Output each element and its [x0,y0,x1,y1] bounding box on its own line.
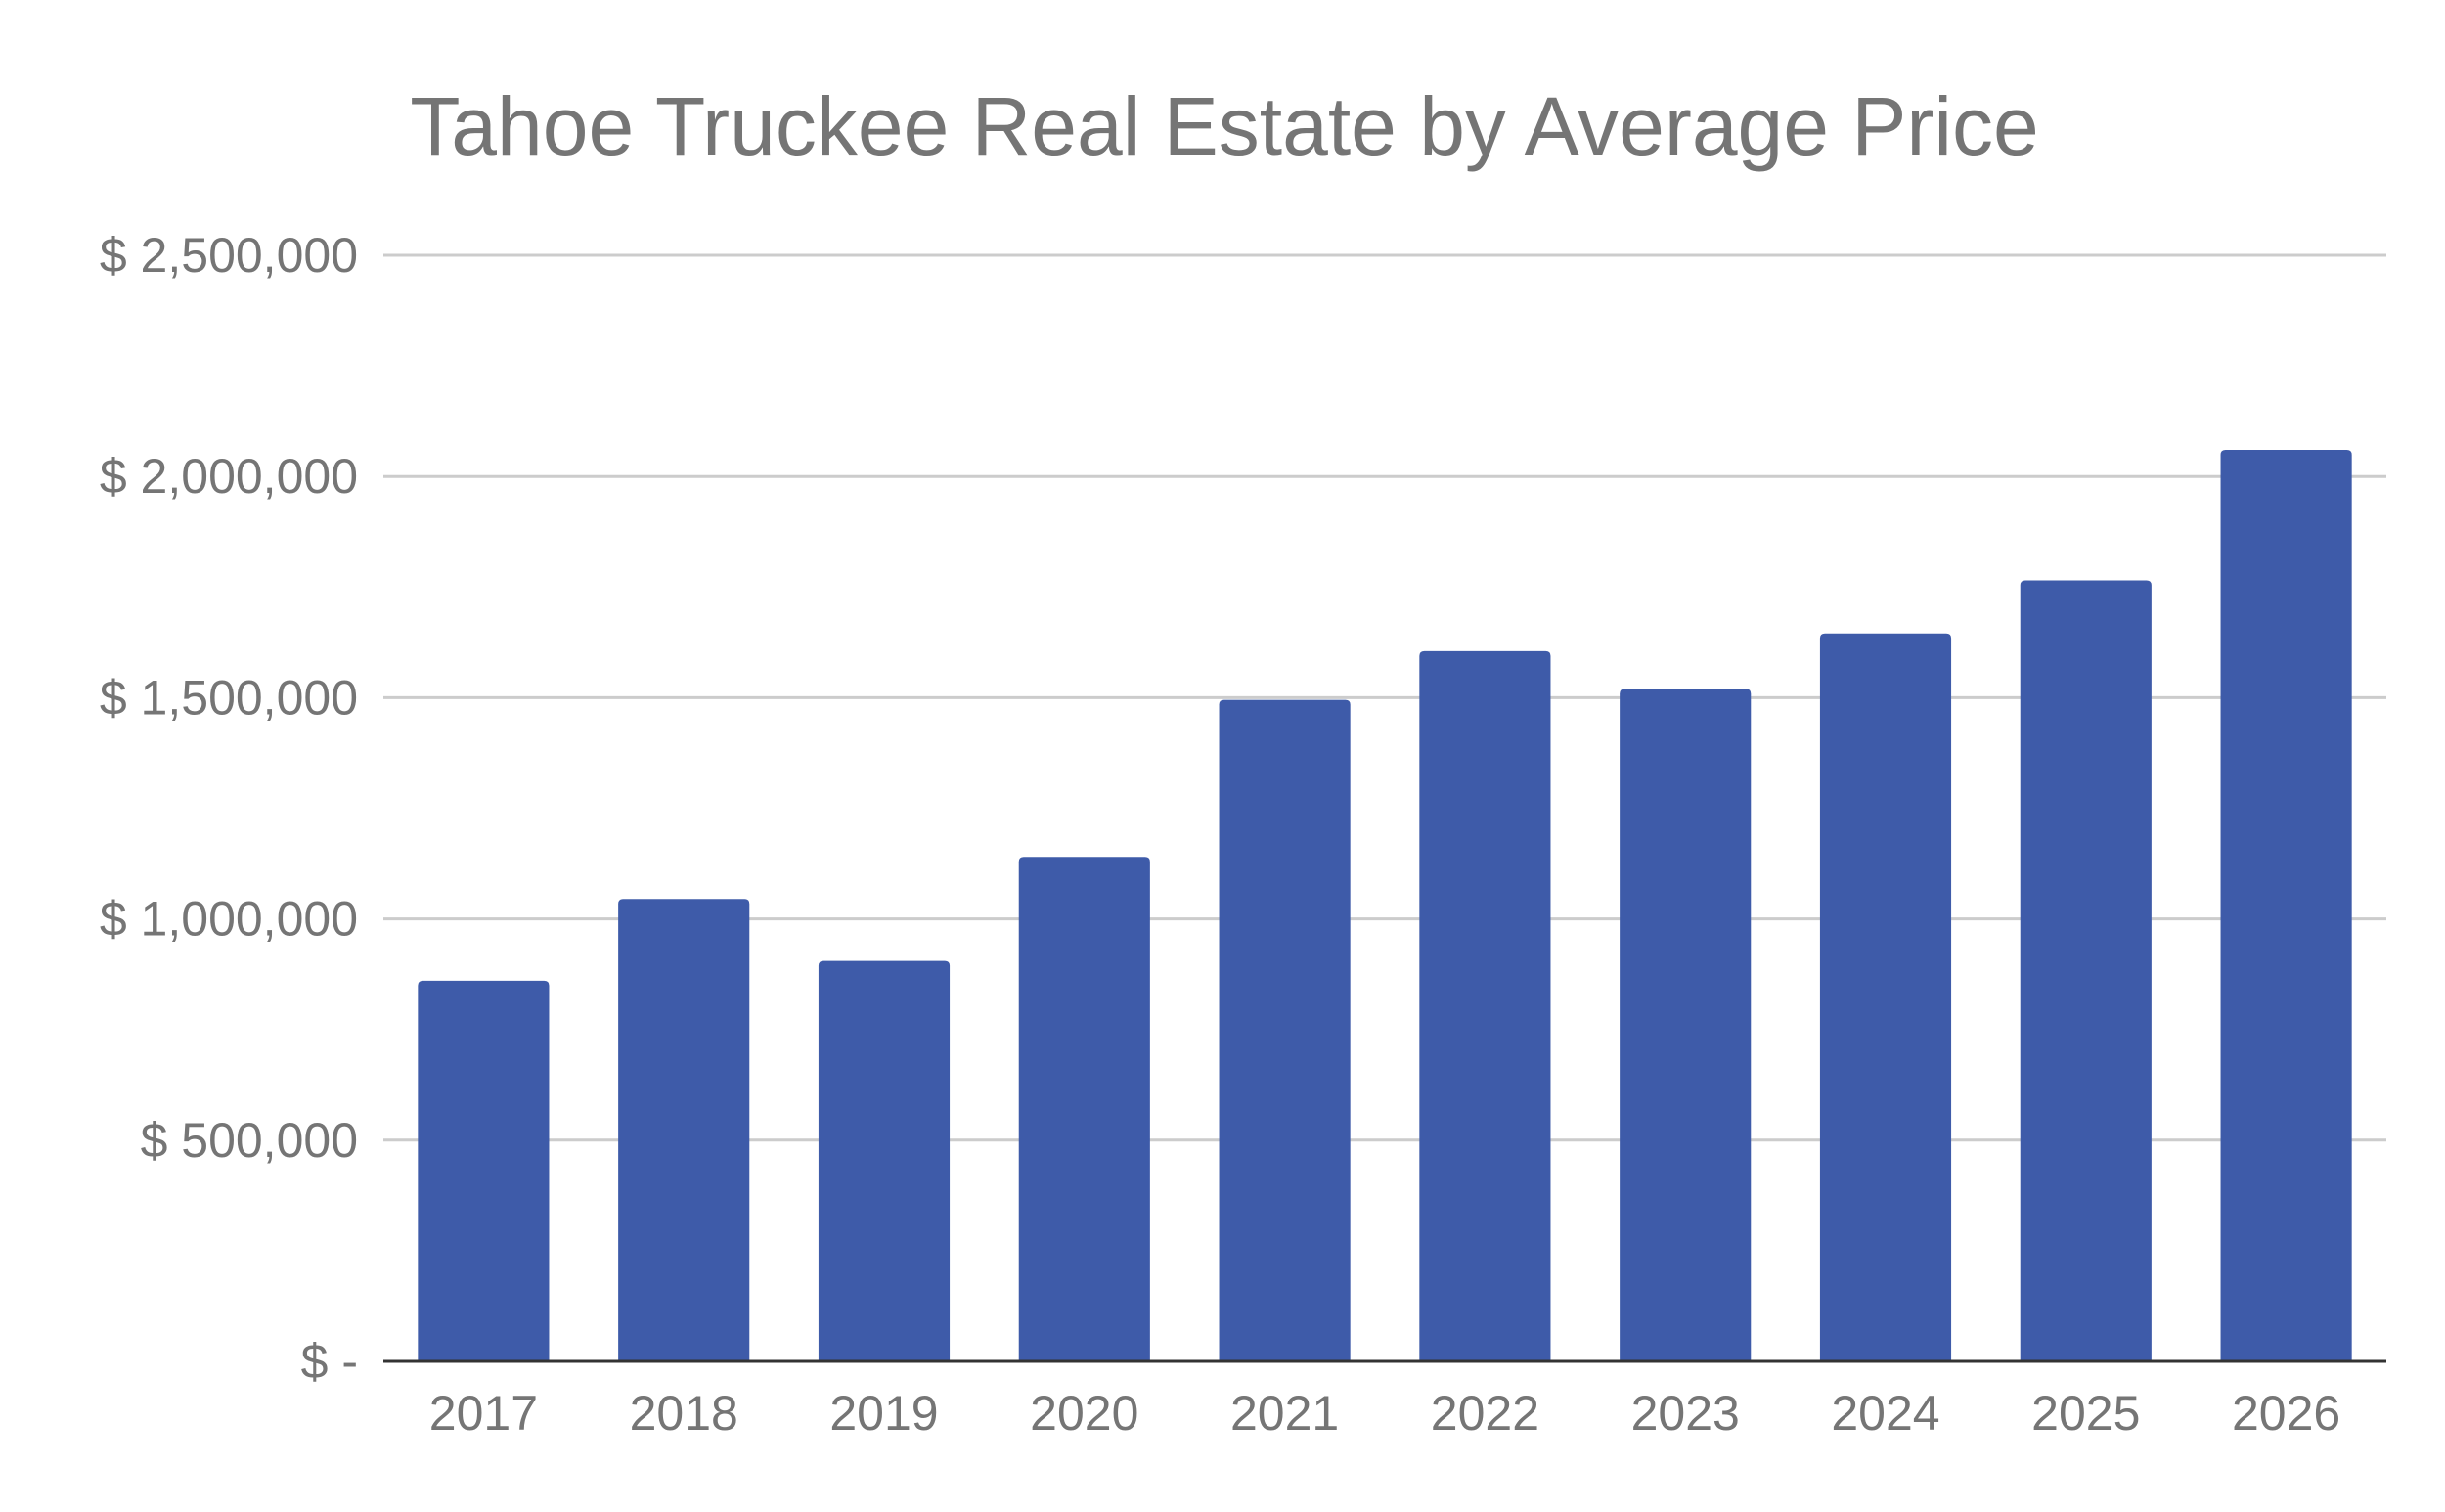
y-tick-label: $ 1,000,000 [100,892,358,947]
x-tick-label: 2018 [630,1386,738,1441]
bar-2018 [618,899,750,1361]
bar-2022 [1419,650,1551,1361]
x-tick-label: 2019 [829,1386,938,1441]
x-tick-label: 2026 [2232,1386,2340,1441]
x-tick-label: 2022 [1431,1386,1539,1441]
y-tick-label: $ - [301,1334,358,1389]
x-tick-label: 2017 [429,1386,538,1441]
bar-2023 [1620,689,1752,1361]
bar-2020 [1018,857,1150,1361]
bar-2021 [1219,699,1351,1361]
x-axis-ticks: 2017 2018 2019 2020 2021 2022 2023 2024 2025 2026 [429,1386,2340,1441]
y-tick-label: $ 2,000,000 [100,449,358,504]
bar-2024 [1819,633,1952,1361]
y-tick-label: $ 500,000 [141,1113,358,1168]
x-tick-label: 2025 [2031,1386,2140,1441]
bar-2017 [418,980,550,1361]
y-tick-label: $ 1,500,000 [100,670,358,725]
y-axis-ticks: $ - $ 500,000 $ 1,000,000 $ 1,500,000 $ 2,00… [100,228,358,1389]
bars [418,450,2352,1361]
bar-2025 [2020,580,2152,1361]
chart-title: Tahoe Truckee Real Estate by Average Pri… [410,80,2038,172]
bar-2026 [2220,450,2352,1361]
x-tick-label: 2020 [1030,1386,1138,1441]
x-tick-label: 2024 [1831,1386,1939,1441]
y-tick-label: $ 2,500,000 [100,228,358,283]
x-tick-label: 2021 [1230,1386,1339,1441]
bar-2019 [818,960,951,1361]
x-tick-label: 2023 [1631,1386,1740,1441]
